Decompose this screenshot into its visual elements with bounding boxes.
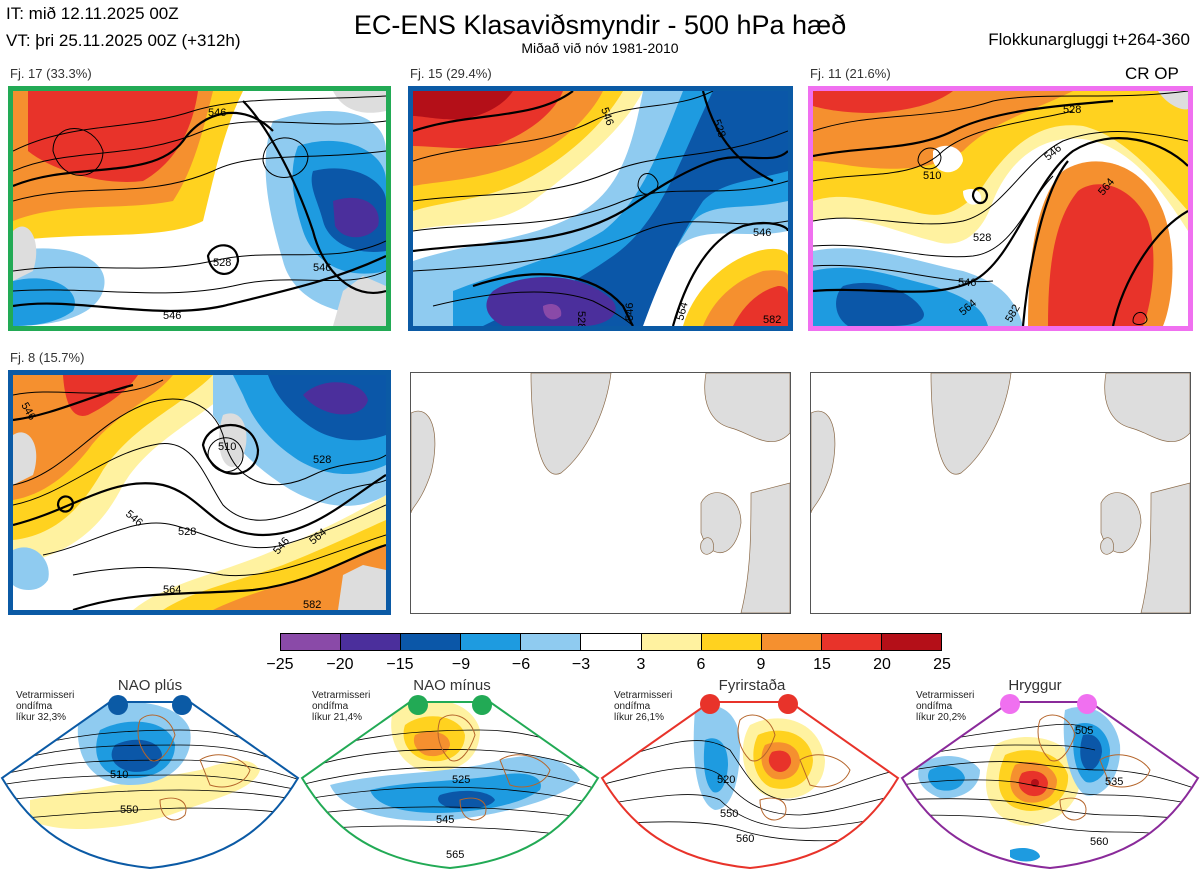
colorbar-swatch xyxy=(341,634,402,650)
regime-title-nao-minus: NAO mínus xyxy=(413,677,491,694)
contour-label: 535 xyxy=(1105,776,1123,788)
colorbar-tick-label: −3 xyxy=(571,656,591,673)
colorbar-tick-label: 9 xyxy=(756,656,766,673)
regime-info-line: líkur 26,1% xyxy=(614,712,665,723)
contour-label: 528 xyxy=(1063,104,1081,116)
regime-info-line: ondífma xyxy=(614,701,651,712)
regime-info-line: ondífma xyxy=(16,701,53,712)
regime-info-line: ondífma xyxy=(916,701,953,712)
contour-label: 528 xyxy=(575,311,587,326)
colorbar xyxy=(280,633,942,651)
issue-time: IT: mið 12.11.2025 00Z xyxy=(6,4,179,23)
colorbar-tick-label: 6 xyxy=(696,656,706,673)
colorbar-tick-label: −25 xyxy=(266,656,294,673)
cluster-map-4: 546 510 528 528 546 546 564 564 582 xyxy=(8,370,391,615)
regime-title-ridge: Hryggur xyxy=(1008,677,1062,694)
contour-label: 550 xyxy=(120,804,138,816)
cr-op-label: CR OP xyxy=(1125,64,1179,83)
regime-info-line: Vetrarmisseri xyxy=(312,690,371,701)
contour-label: 560 xyxy=(736,833,754,845)
regime-info-line: Vetrarmisseri xyxy=(614,690,673,701)
regime-info-ridge: Vetrarmisseri ondífma líkur 20,2% xyxy=(916,690,974,723)
empty-map-panel-2 xyxy=(810,372,1191,614)
colorbar-tick-label: −6 xyxy=(511,656,531,673)
contour-label: 560 xyxy=(1090,836,1108,848)
regime-info-line: líkur 32,3% xyxy=(16,712,67,723)
contour-label: 565 xyxy=(446,849,464,861)
colorbar-swatch xyxy=(401,634,462,650)
colorbar-swatch xyxy=(761,634,822,650)
regime-info-line: ondífma xyxy=(312,701,349,712)
panel-label-4: Fj. 8 (15.7%) xyxy=(10,350,85,365)
regime-info-nao-minus: Vetrarmisseri ondífma líkur 21,4% xyxy=(312,690,370,723)
colorbar-swatch xyxy=(581,634,642,650)
contour-label: 550 xyxy=(720,808,738,820)
contour-label: 510 xyxy=(923,170,941,182)
contour-label: 505 xyxy=(1075,725,1093,737)
classification-window: Flokkunargluggi t+264-360 xyxy=(988,30,1190,49)
regime-info-line: líkur 20,2% xyxy=(916,712,967,723)
colorbar-swatch xyxy=(881,634,942,650)
page-subtitle: Miðað við nóv 1981-2010 xyxy=(521,40,679,56)
colorbar-swatch xyxy=(461,634,522,650)
contour-label: 510 xyxy=(110,769,128,781)
panel-label-1: Fj. 17 (33.3%) xyxy=(10,66,92,81)
contour-label: 520 xyxy=(717,774,735,786)
colorbar-swatch xyxy=(641,634,702,650)
regime-map-nao-plus: 510 550 xyxy=(0,695,300,870)
cluster-map-2: 528 546 546 528 546 564 582 xyxy=(408,86,793,331)
contour-label: 546 xyxy=(208,107,226,119)
cluster-map-3: 528 510 528 546 546 564 564 582 xyxy=(808,86,1193,331)
contour-label: 582 xyxy=(303,599,321,610)
colorbar-tick-label: 3 xyxy=(636,656,646,673)
regime-info-line: Vetrarmisseri xyxy=(16,690,75,701)
contour-label: 545 xyxy=(436,814,454,826)
contour-label: 564 xyxy=(163,584,181,596)
valid-time: VT: þri 25.11.2025 00Z (+312h) xyxy=(6,31,241,50)
contour-label: 582 xyxy=(763,314,781,326)
contour-label: 528 xyxy=(710,118,728,139)
colorbar-tick-label: −15 xyxy=(386,656,414,673)
contour-label: 546 xyxy=(313,262,331,274)
panel-label-3: Fj. 11 (21.6%) xyxy=(810,66,891,81)
colorbar-tick-label: 25 xyxy=(933,656,951,673)
contour-label: 546 xyxy=(958,277,976,289)
regime-info-blocking: Vetrarmisseri ondífma líkur 26,1% xyxy=(614,690,672,723)
colorbar-swatch xyxy=(821,634,882,650)
regime-map-blocking: 520 550 560 xyxy=(600,694,900,870)
contour-label: 510 xyxy=(218,441,236,453)
contour-label: 546 xyxy=(163,310,181,322)
contour-label: 528 xyxy=(178,526,196,538)
regime-info-line: líkur 21,4% xyxy=(312,712,363,723)
contour-label: 546 xyxy=(753,227,771,239)
empty-map-panel-1 xyxy=(410,372,791,614)
regime-map-nao-minus: 525 545 565 xyxy=(300,695,600,870)
contour-label: 546 xyxy=(598,106,616,127)
contour-label: 528 xyxy=(213,257,231,269)
regime-map-ridge: 505 535 560 xyxy=(900,694,1200,870)
contour-label: 564 xyxy=(674,301,690,322)
colorbar-tick-label: 20 xyxy=(873,656,891,673)
cluster-map-1: 528 546 546 546 xyxy=(8,86,391,331)
colorbar-tick-label: −9 xyxy=(451,656,471,673)
colorbar-swatch xyxy=(701,634,762,650)
contour-label: 528 xyxy=(313,454,331,466)
panel-label-2: Fj. 15 (29.4%) xyxy=(410,66,492,81)
colorbar-tick-label: 15 xyxy=(813,656,831,673)
contour-label: 525 xyxy=(452,774,470,786)
page-title: EC-ENS Klasaviðsmyndir - 500 hPa hæð xyxy=(353,10,847,40)
regime-info-nao-plus: Vetrarmisseri ondífma líkur 32,3% xyxy=(16,690,74,723)
colorbar-swatch xyxy=(281,634,342,650)
colorbar-swatch xyxy=(521,634,582,650)
colorbar-tick-label: −20 xyxy=(326,656,354,673)
regime-title-blocking: Fyrirstaða xyxy=(718,677,786,694)
contour-label: 528 xyxy=(973,232,991,244)
regime-title-nao-plus: NAO plús xyxy=(117,677,183,694)
contour-label: 546 xyxy=(624,303,636,321)
regime-info-line: Vetrarmisseri xyxy=(916,690,975,701)
